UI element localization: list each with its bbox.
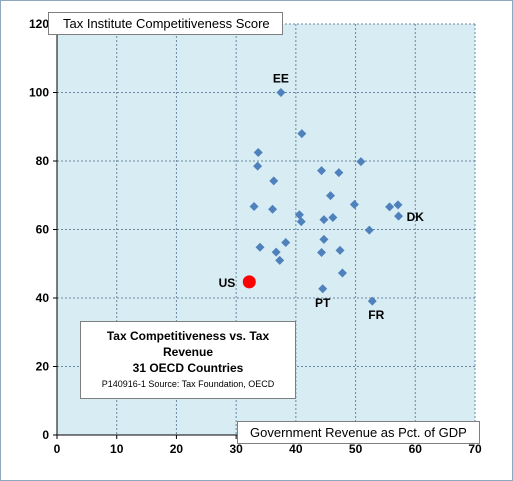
x-tick-label: 40	[289, 442, 303, 456]
chart-info-box: Tax Competitiveness vs. Tax Revenue 31 O…	[80, 321, 296, 399]
chart-source: P140916-1 Source: Tax Foundation, OECD	[101, 379, 275, 389]
y-tick-label: 40	[36, 291, 50, 305]
y-tick-label: 60	[36, 223, 50, 237]
data-point	[393, 200, 403, 210]
us-point	[242, 275, 256, 289]
data-point	[276, 88, 286, 97]
data-point	[317, 166, 327, 176]
data-point	[268, 204, 278, 214]
data-point	[385, 202, 395, 212]
data-point	[297, 129, 307, 139]
data-point	[319, 215, 329, 225]
data-point	[335, 245, 345, 255]
data-point	[394, 211, 404, 221]
data-point	[325, 191, 335, 201]
data-point	[271, 247, 281, 257]
x-tick-label: 0	[54, 442, 61, 456]
data-point	[364, 225, 374, 235]
data-point	[296, 217, 306, 227]
y-tick-label: 0	[42, 428, 49, 442]
x-tick-label: 60	[409, 442, 423, 456]
data-point	[319, 234, 329, 244]
y-tick-label: 80	[36, 154, 50, 168]
y-tick-label: 20	[36, 360, 50, 374]
x-tick-label: 50	[349, 442, 363, 456]
chart-title: Tax Competitiveness vs. Tax Revenue	[106, 329, 270, 359]
data-point	[253, 161, 263, 171]
y-tick-label: 120	[29, 17, 49, 31]
y-axis-title: Tax Institute Competitiveness Score	[48, 12, 283, 35]
data-point	[255, 242, 265, 252]
data-point	[317, 247, 327, 257]
data-point	[337, 268, 347, 278]
data-point	[275, 255, 285, 265]
point-label: FR	[368, 308, 384, 322]
x-axis-title: Government Revenue as Pct. of GDP	[237, 421, 480, 444]
data-point	[334, 168, 344, 178]
data-point	[269, 176, 279, 186]
point-label: DK	[407, 210, 425, 224]
x-tick-label: 30	[229, 442, 243, 456]
data-point	[318, 284, 328, 294]
data-point	[356, 157, 366, 167]
y-tick-label: 100	[29, 86, 49, 100]
data-point	[281, 238, 291, 248]
point-label: US	[219, 276, 236, 290]
data-point	[253, 147, 263, 157]
data-point	[328, 213, 338, 223]
x-tick-label: 70	[468, 442, 482, 456]
data-point	[294, 210, 304, 220]
data-point	[367, 296, 377, 306]
data-point	[349, 199, 359, 209]
point-label: EE	[273, 72, 289, 86]
chart-subtitle: 31 OECD Countries	[132, 361, 244, 375]
point-label: PT	[315, 296, 331, 310]
x-tick-label: 20	[170, 442, 184, 456]
data-point	[249, 202, 259, 212]
x-tick-label: 10	[110, 442, 124, 456]
